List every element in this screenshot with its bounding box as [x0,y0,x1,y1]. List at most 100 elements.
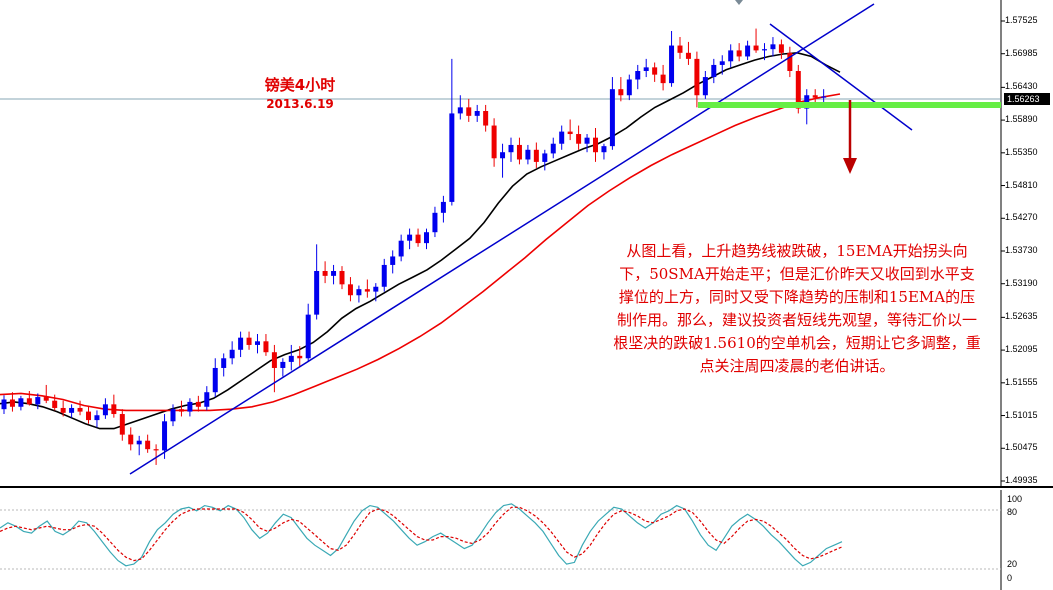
candle-body [271,352,277,368]
price-tick-label: 1.50475 [1005,442,1038,453]
candle-body [145,440,151,450]
candle-body [762,49,767,51]
candle-body [770,44,776,50]
candle [812,89,818,103]
candle-body [238,337,244,350]
candle-body [626,79,632,96]
stochastic-main-line [0,503,843,567]
candle [626,74,632,101]
candle [280,358,286,377]
ema15-line [0,51,841,430]
analysis-note: 从图上看，上升趋势线被跌破，15EMA开始拐头向下，50SMA开始走平；但是汇价… [613,242,981,375]
candle [195,395,201,412]
candle [635,64,641,90]
candle-body [567,131,573,135]
candle-body [466,107,472,116]
candle [145,434,151,453]
candle-body [821,96,827,98]
candle [609,77,615,150]
candle-body [550,143,556,154]
candle-body [170,409,176,422]
candle-body [432,212,438,233]
candle-body [635,71,641,80]
candle [390,250,396,274]
candle-body [516,144,522,160]
price-tick-label: 1.55350 [1005,146,1038,157]
stochastic-panel [0,490,1002,590]
candle [550,137,556,159]
candle [178,400,184,417]
candle [618,77,624,102]
price-tick-label: 1.57525 [1005,15,1038,25]
candle-body [162,421,168,451]
candle [770,37,776,57]
candle [643,58,649,78]
candle [94,410,100,428]
candle-body [457,107,463,114]
candle [373,283,379,302]
candle-body [398,240,404,257]
candle-body [576,134,582,144]
candle-body [559,131,565,144]
candle [685,41,691,65]
chart-title-block: 镑美4小时 2013.6.19 [220,76,380,112]
candle-body [508,144,514,153]
candle-body [525,149,531,160]
stochastic-tick-label: 20 [1007,558,1018,569]
candle-body [204,392,210,407]
candle [424,228,429,250]
candle [356,285,362,303]
candle-body [331,271,337,276]
candle-body [584,137,590,144]
candle-body [669,45,675,84]
candle-body [711,64,717,78]
candle [221,353,227,377]
candle-body [86,411,91,421]
candle-body [43,397,49,401]
candle [593,127,598,162]
candle-body [736,50,742,57]
candle-body [339,271,345,285]
candle [204,386,210,411]
candle-body [102,404,108,416]
candle-body [677,45,683,53]
candle [559,125,565,150]
candle [381,258,387,292]
candle-body [94,415,100,421]
candle [238,331,244,358]
candle [474,104,480,122]
candle [745,40,751,61]
price-tick-label: 1.52635 [1005,311,1038,322]
candle [711,58,717,84]
candle-body [778,44,784,53]
candle [170,404,176,427]
price-tick-label: 1.53190 [1005,277,1038,288]
candle-body [643,67,649,71]
candle-body [364,289,370,292]
candle-body [491,125,497,159]
candle [136,435,142,456]
candle-body [618,89,624,96]
candle-body [52,400,58,408]
candle [331,264,337,285]
candlesticks [1,28,827,465]
candle-body [812,95,818,98]
moving-average-lines [0,51,841,430]
candle-body [255,341,260,345]
candle-body [719,61,725,65]
candle-body [111,404,117,415]
candle [1,395,7,415]
candle-body [609,89,615,147]
candle [18,395,24,411]
candle [212,358,218,398]
candle-body [500,152,506,159]
candle [398,234,404,262]
candle [246,331,252,350]
price-tick-label: 1.56430 [1005,81,1038,92]
candle-body [136,440,142,445]
stochastic-tick-label: 0 [1007,573,1013,583]
candle [119,409,125,441]
candle-body [449,113,455,202]
candle [508,137,514,162]
price-tick-label: 1.54270 [1005,212,1038,223]
